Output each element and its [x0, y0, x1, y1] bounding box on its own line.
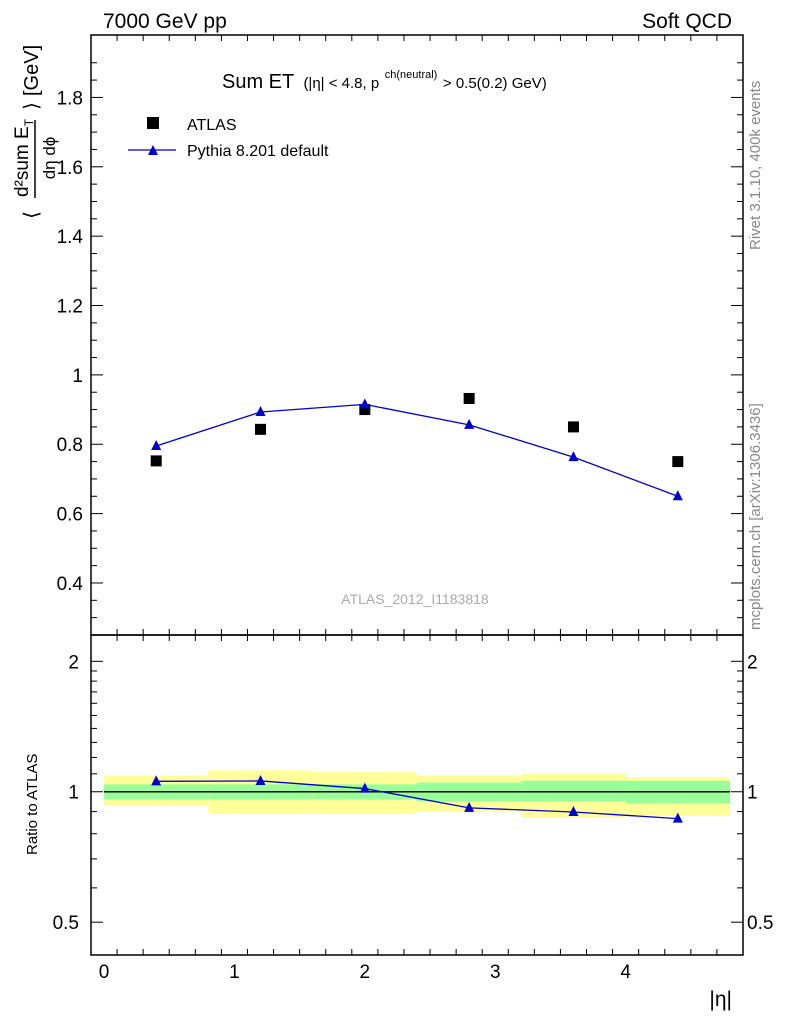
ratio-y-tick-label: 1: [68, 783, 79, 804]
atlas-point: [672, 456, 684, 468]
ratio-bands: [104, 770, 730, 818]
ratio-panel: 0 1 2 3 4 0.5 0.5 1 1 2 2: [53, 634, 773, 983]
pythia-ratio-point: [672, 812, 683, 823]
pythia-ratio-line: [156, 780, 678, 820]
ratio-y-tick-label-right: 2: [747, 652, 758, 673]
main-y-tick-label: 1.4: [57, 227, 84, 248]
pythia-ratio-point: [568, 805, 579, 816]
main-y-tick-label: 1.6: [57, 158, 83, 179]
atlas-point: [359, 404, 371, 416]
atlas-point: [463, 392, 475, 404]
ylabel-close: ⟩: [21, 102, 43, 110]
ratio-y-tick-label: 0.5: [53, 913, 79, 934]
main-y-tick-label: 1.8: [57, 88, 83, 109]
mcplots-label: mcplots.cern.ch [arXiv:1306.3436]: [747, 403, 764, 630]
ylabel-denominator: dη dϕ: [40, 137, 59, 180]
ratio-ylabel: Ratio to ATLAS: [24, 754, 41, 855]
x-tick-label: 1: [229, 962, 240, 983]
pythia-ratio-point: [464, 801, 475, 812]
main-ylabel: ⟨ d²sum ET dη dϕ ⟩ [GeV]: [12, 45, 59, 219]
ratio-y-tick-label-right: 0.5: [747, 913, 773, 934]
pythia-line: [155, 403, 679, 497]
atlas-point: [255, 423, 267, 435]
x-axis-title: |η|: [709, 988, 732, 1011]
title-tail: > 0.5(0.2) GeV): [443, 75, 547, 92]
pythia-point: [464, 418, 475, 429]
pythia-point: [255, 405, 266, 416]
pythia-point: [568, 451, 579, 462]
title-sup: ch(neutral): [385, 69, 438, 81]
legend-pythia-marker: [148, 145, 158, 155]
ylabel-numerator: d²sum ET: [12, 118, 36, 197]
pythia-point: [359, 398, 370, 409]
legend-pythia-label: Pythia 8.201 default: [187, 143, 329, 160]
header-right: Soft QCD: [642, 10, 732, 33]
analysis-watermark: ATLAS_2012_I1183818: [341, 591, 489, 607]
main-panel: 0.4 0.6 0.8 1 1.2 1.4 1.6 1.8: [57, 34, 744, 636]
pythia-ratio-point: [151, 775, 162, 786]
pythia-ratio-point: [359, 782, 370, 793]
rivet-label: Rivet 3.1.10, 400k events: [747, 81, 764, 250]
atlas-point: [150, 455, 162, 467]
legend: ATLAS Pythia 8.201 default: [128, 117, 329, 160]
main-y-tick-label: 0.8: [57, 435, 83, 456]
title-main: Sum ET: [222, 71, 294, 93]
plot-title: Sum ET (|η| < 4.8, p ch(neutral) > 0.5(0…: [222, 61, 547, 93]
pythia-ratio-point: [255, 774, 266, 785]
title-cut: (|η| < 4.8, p: [303, 75, 379, 92]
legend-atlas-marker: [147, 117, 159, 129]
ratio-frame-box: [90, 634, 744, 956]
main-y-tick-label: 1: [72, 366, 83, 387]
atlas-point: [567, 421, 579, 433]
ratio-y-tick-label-right: 1: [747, 783, 758, 804]
x-tick-label: 4: [620, 962, 631, 983]
x-tick-label: 0: [99, 962, 110, 983]
ratio-y-tick-label: 2: [68, 652, 79, 673]
data-marks: [150, 392, 684, 823]
main-y-tick-label: 0.6: [57, 505, 83, 526]
main-y-tick-label: 1.2: [57, 297, 83, 318]
main-y-tick-label: 0.4: [57, 574, 84, 595]
x-tick-label: 2: [360, 962, 371, 983]
ylabel-unit: [GeV]: [21, 45, 43, 96]
ylabel-open: ⟨: [21, 211, 43, 219]
x-tick-label: 3: [490, 962, 501, 983]
header-left: 7000 GeV pp: [103, 10, 227, 33]
pythia-point: [151, 439, 162, 450]
pythia-point: [672, 490, 683, 501]
legend-atlas-label: ATLAS: [187, 117, 237, 134]
